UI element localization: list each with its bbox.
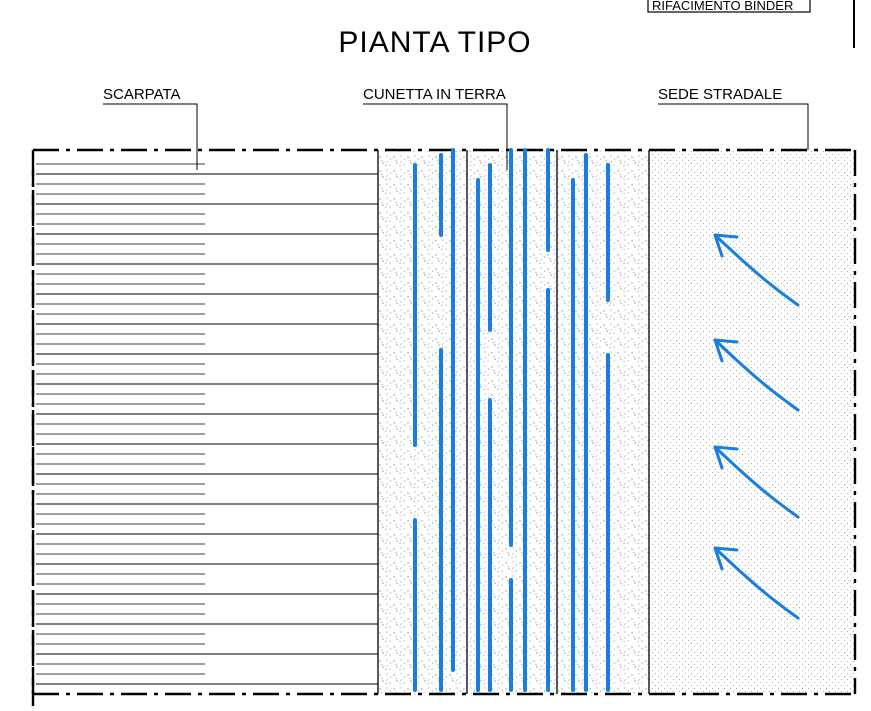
label-cunetta: CUNETTA IN TERRA bbox=[363, 86, 508, 170]
label-cunetta-text: CUNETTA IN TERRA bbox=[363, 86, 506, 103]
zone-dividers bbox=[377, 150, 650, 694]
flow-arrow-shaft bbox=[713, 546, 800, 620]
flow-arrow bbox=[713, 546, 800, 620]
flow-arrow bbox=[713, 338, 800, 412]
flow-arrow-shaft bbox=[713, 233, 800, 307]
flow-arrow bbox=[713, 445, 800, 519]
corner-label-text: RIFACIMENTO BINDER bbox=[652, 0, 793, 13]
corner-label: RIFACIMENTO BINDER bbox=[647, 0, 855, 48]
drawing-title: PIANTA TIPO bbox=[338, 26, 531, 59]
label-scarpata: SCARPATA bbox=[103, 86, 198, 170]
flow-arrow-shaft bbox=[713, 338, 800, 412]
road-surface-fill bbox=[649, 150, 855, 694]
flow-arrow-head bbox=[713, 445, 739, 470]
slope-hatch bbox=[31, 163, 378, 706]
flow-arrow-head bbox=[713, 546, 739, 571]
drainage-flow-lines bbox=[413, 148, 610, 692]
flow-arrow-head bbox=[713, 338, 739, 363]
label-scarpata-text: SCARPATA bbox=[103, 86, 181, 103]
flow-arrow bbox=[713, 233, 800, 307]
plan-boundary bbox=[31, 148, 857, 696]
label-sede-text: SEDE STRADALE bbox=[658, 86, 782, 103]
flow-arrows bbox=[713, 233, 800, 620]
flow-arrow-shaft bbox=[713, 445, 800, 519]
gravel-fill-right bbox=[557, 150, 649, 694]
flow-arrow-head bbox=[713, 233, 739, 258]
